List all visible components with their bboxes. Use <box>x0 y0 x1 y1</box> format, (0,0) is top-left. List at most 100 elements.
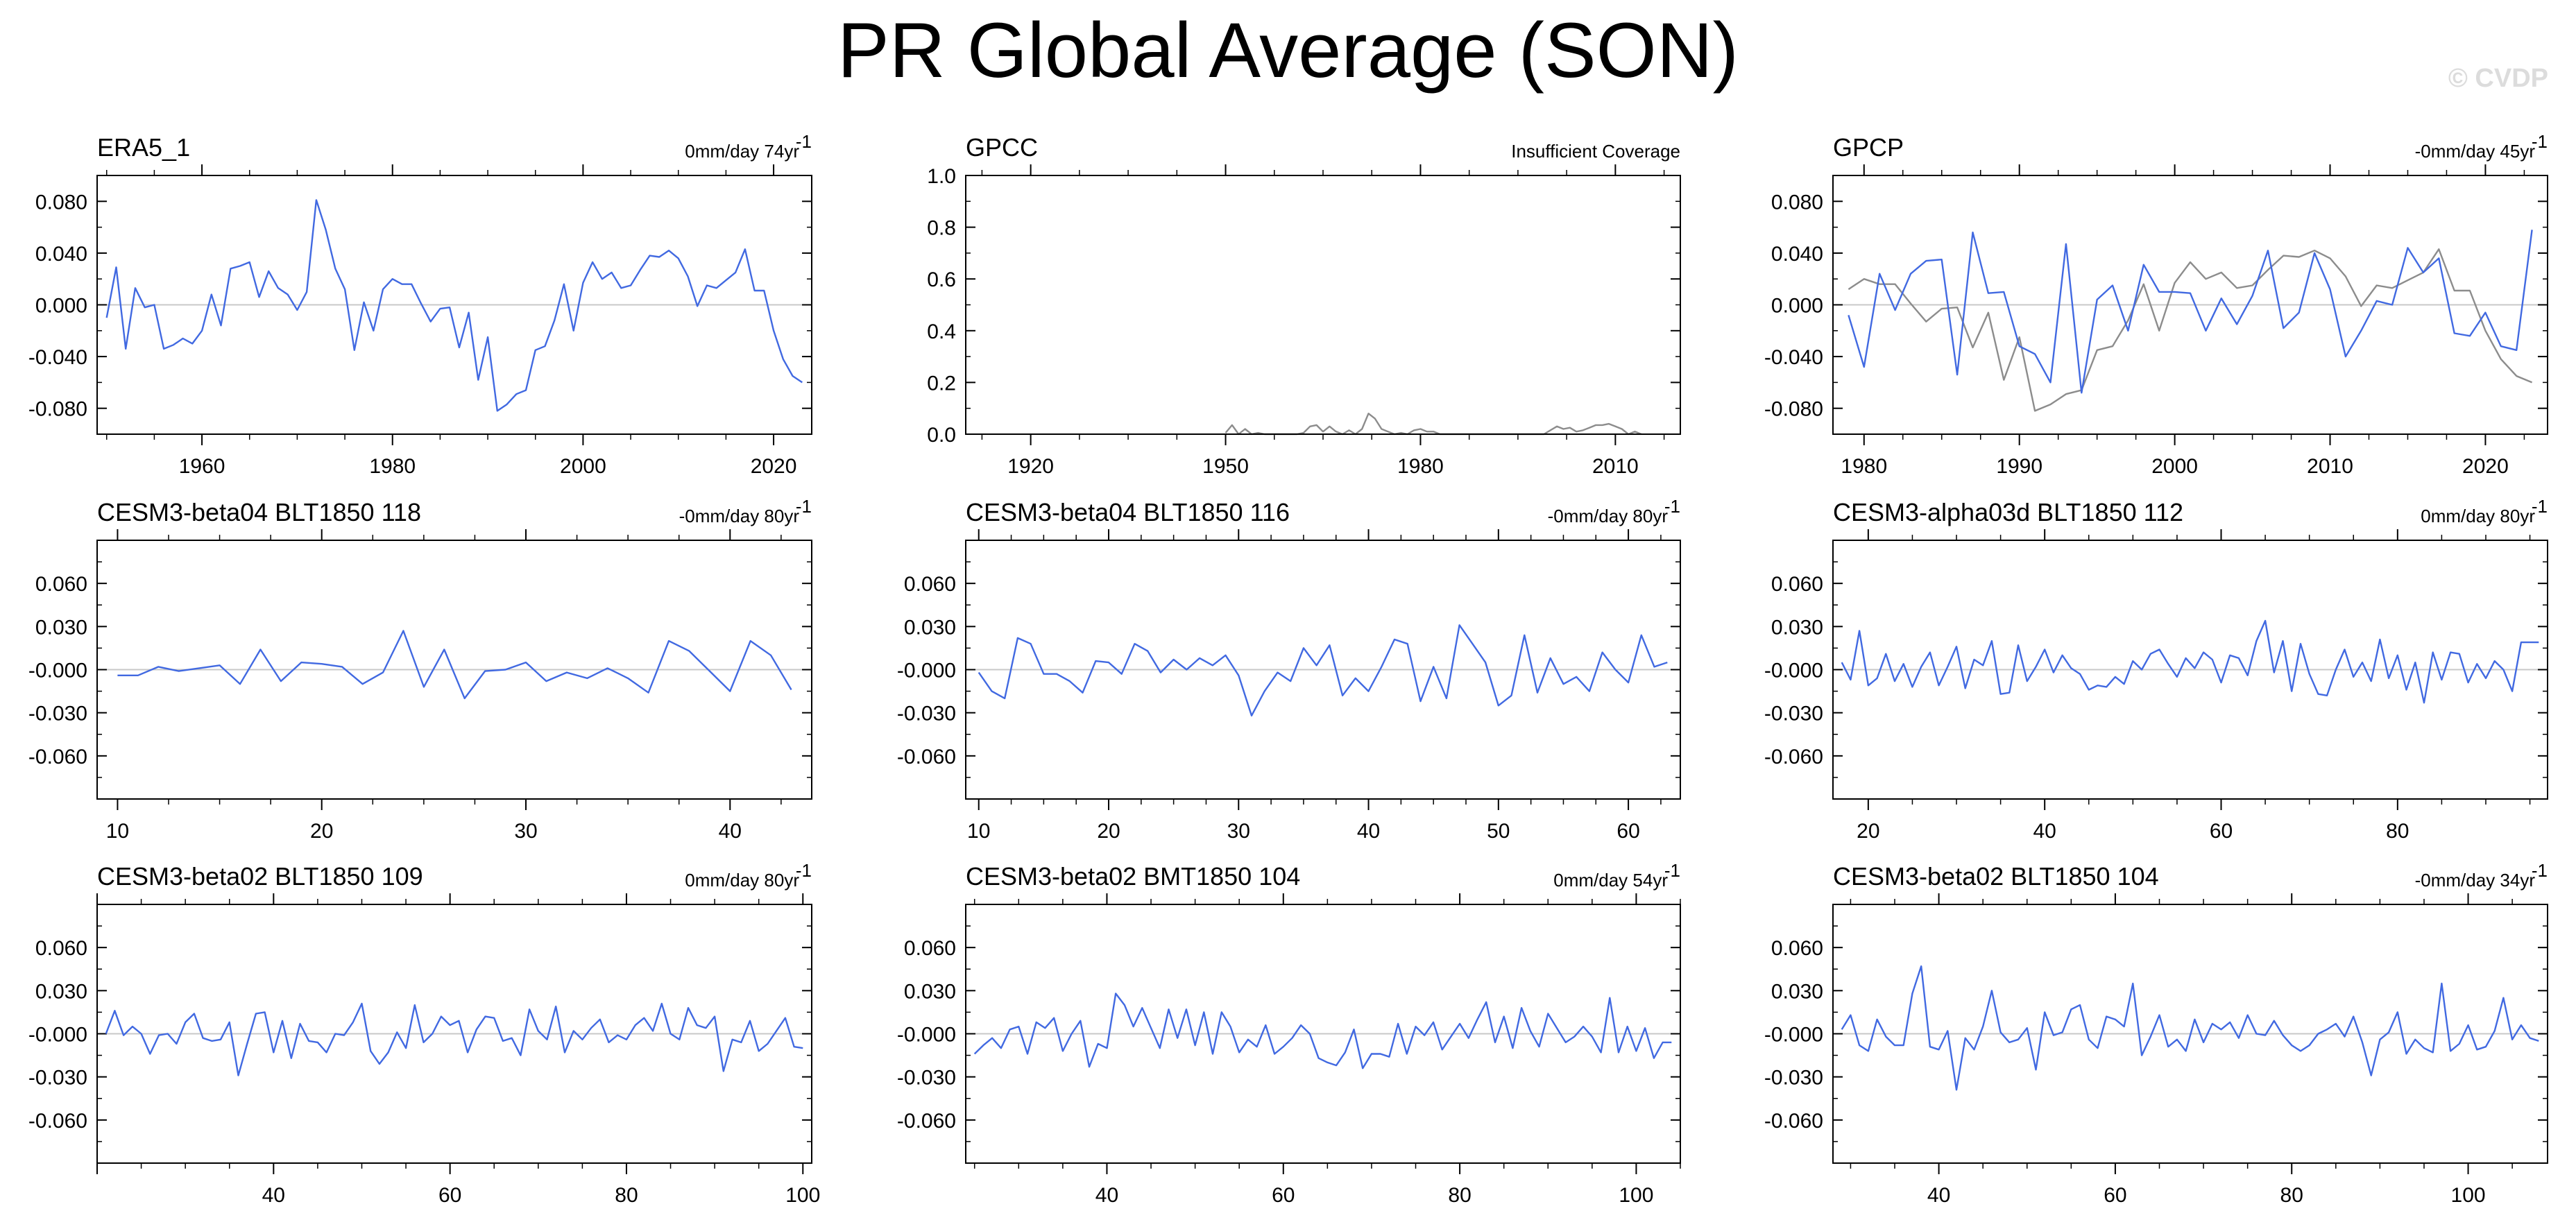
y-tick-label: -0.080 <box>28 398 87 421</box>
series-line-1 <box>1841 619 2539 704</box>
y-tick-label: 0.2 <box>927 372 956 395</box>
y-tick-label: -0.040 <box>1764 346 1823 369</box>
y-tick-label: 0.030 <box>1771 980 1823 1003</box>
y-tick-label: 0.000 <box>35 295 87 318</box>
y-tick-label: -0.030 <box>1764 703 1823 725</box>
trend-label: 0mm/day 80yr <box>2421 506 2535 526</box>
y-tick-label: -0.060 <box>1764 746 1823 768</box>
page-title: PR Global Average (SON) <box>837 7 1739 94</box>
y-tick-label: 0.030 <box>904 616 956 639</box>
x-tick-label: 80 <box>1448 1184 1471 1207</box>
series-line-1 <box>973 992 1672 1069</box>
y-tick-label: -0.060 <box>28 746 87 768</box>
y-tick-label: -0.060 <box>1764 1110 1823 1133</box>
watermark: © CVDP <box>2448 64 2548 93</box>
trend-label: -0mm/day 80yr <box>679 506 800 526</box>
x-tick-label: 30 <box>1227 820 1250 843</box>
panel-9: CESM3-beta02 BLT1850 104 -0mm/day 34yr-1 -… <box>1764 860 2548 1207</box>
trend-label-sup: -1 <box>796 131 812 152</box>
x-tick-label: 1980 <box>1841 455 1887 478</box>
y-tick-label: 0.040 <box>35 243 87 266</box>
x-tick-label: 100 <box>785 1184 820 1207</box>
plot-frame <box>96 540 812 800</box>
plot-frame <box>96 904 812 1164</box>
y-tick-label: 0.030 <box>1771 616 1823 639</box>
x-tick-label: 2010 <box>1592 455 1639 478</box>
y-tick-label: -0.060 <box>28 1110 87 1133</box>
trend-label: 0mm/day 74yr <box>685 141 799 162</box>
panel-title: CESM3-beta04 BLT1850 116 <box>966 498 1290 526</box>
panel-title: ERA5_1 <box>97 133 190 162</box>
trend-label: -0mm/day 80yr <box>1548 506 1669 526</box>
x-tick-label: 1980 <box>369 455 416 478</box>
y-tick-label: 0.060 <box>1771 573 1823 596</box>
trend-label-sup: -1 <box>796 496 812 517</box>
x-tick-label: 60 <box>2104 1184 2126 1207</box>
y-tick-label: -0.000 <box>1764 1024 1823 1047</box>
panel-4: CESM3-beta04 BLT1850 118 -0mm/day 80yr-1 -… <box>28 496 812 843</box>
plot-frame <box>965 175 1681 435</box>
x-tick-label: 80 <box>2280 1184 2303 1207</box>
plot-frame <box>96 175 812 435</box>
x-tick-label: 40 <box>2033 820 2056 843</box>
y-tick-label: 0.080 <box>35 191 87 214</box>
x-tick-label: 1920 <box>1007 455 1054 478</box>
x-tick-label: 40 <box>719 820 742 843</box>
y-tick-label: -0.000 <box>28 1024 87 1047</box>
trend-label: Insufficient Coverage <box>1511 141 1680 162</box>
panel-2: GPCC Insufficient Coverage 0.0 0.2 0.4 0.6 0.8… <box>927 133 1681 478</box>
series-line-1 <box>978 624 1668 717</box>
panel-title: CESM3-beta02 BMT1850 104 <box>966 862 1300 891</box>
trend-label: -0mm/day 34yr <box>2415 870 2536 891</box>
y-tick-label: -0.000 <box>897 1024 956 1047</box>
panel-1: ERA5_1 0mm/day 74yr-1 -0.080 -0.040 0.000 0.0… <box>28 131 812 478</box>
series-line-2 <box>1848 230 2533 394</box>
panel-title: GPCP <box>1833 133 1904 162</box>
y-tick-label: -0.040 <box>28 346 87 369</box>
x-tick-label: 40 <box>1095 1184 1118 1207</box>
trend-label-sup: -1 <box>2532 496 2548 517</box>
x-tick-label: 2020 <box>2462 455 2509 478</box>
y-tick-label: 0.060 <box>35 937 87 960</box>
x-tick-label: 1950 <box>1202 455 1249 478</box>
x-tick-label: 10 <box>106 820 129 843</box>
panel-8: CESM3-beta02 BMT1850 104 0mm/day 54yr-1 -0… <box>897 860 1681 1207</box>
plot-frame <box>1832 175 2548 435</box>
panel-5: CESM3-beta04 BLT1850 116 -0mm/day 80yr-1 -… <box>897 496 1681 843</box>
plot-frame <box>1832 540 2548 800</box>
y-tick-label: 1.0 <box>927 165 956 188</box>
panel-title: GPCC <box>966 133 1038 162</box>
plot-frame <box>965 540 1681 800</box>
panel-6: CESM3-alpha03d BLT1850 112 0mm/day 80yr-1… <box>1764 496 2548 843</box>
x-tick-label: 50 <box>1487 820 1510 843</box>
trend-label: 0mm/day 80yr <box>685 870 799 891</box>
series-line-1 <box>1841 965 2539 1091</box>
x-tick-label: 60 <box>1617 820 1639 843</box>
y-tick-label: -0.000 <box>28 660 87 682</box>
series-line-1 <box>1225 413 1642 436</box>
y-tick-label: -0.000 <box>1764 660 1823 682</box>
y-tick-label: 0.060 <box>904 937 956 960</box>
plot-frame <box>1832 904 2548 1164</box>
x-tick-label: 1990 <box>1996 455 2042 478</box>
y-tick-label: 0.060 <box>35 573 87 596</box>
trend-label-sup: -1 <box>1664 860 1680 881</box>
trend-label-sup: -1 <box>2532 131 2548 152</box>
y-tick-label: -0.030 <box>897 703 956 725</box>
x-tick-label: 80 <box>615 1184 638 1207</box>
y-tick-label: -0.060 <box>897 1110 956 1133</box>
panel-title: CESM3-beta02 BLT1850 104 <box>1833 862 2159 891</box>
x-tick-label: 1980 <box>1397 455 1444 478</box>
trend-label-sup: -1 <box>796 860 812 881</box>
y-tick-label: -0.000 <box>897 660 956 682</box>
x-tick-label: 40 <box>1927 1184 1950 1207</box>
trend-label-sup: -1 <box>2532 860 2548 881</box>
y-tick-label: 0.030 <box>35 980 87 1003</box>
panel-title: CESM3-beta04 BLT1850 118 <box>97 498 421 526</box>
x-tick-label: 100 <box>2451 1184 2486 1207</box>
y-tick-label: 0.6 <box>927 268 956 291</box>
y-tick-label: 0.0 <box>927 424 956 447</box>
y-tick-label: -0.080 <box>1764 398 1823 421</box>
panel-7: CESM3-beta02 BLT1850 109 0mm/day 80yr-1 -0… <box>28 860 820 1207</box>
